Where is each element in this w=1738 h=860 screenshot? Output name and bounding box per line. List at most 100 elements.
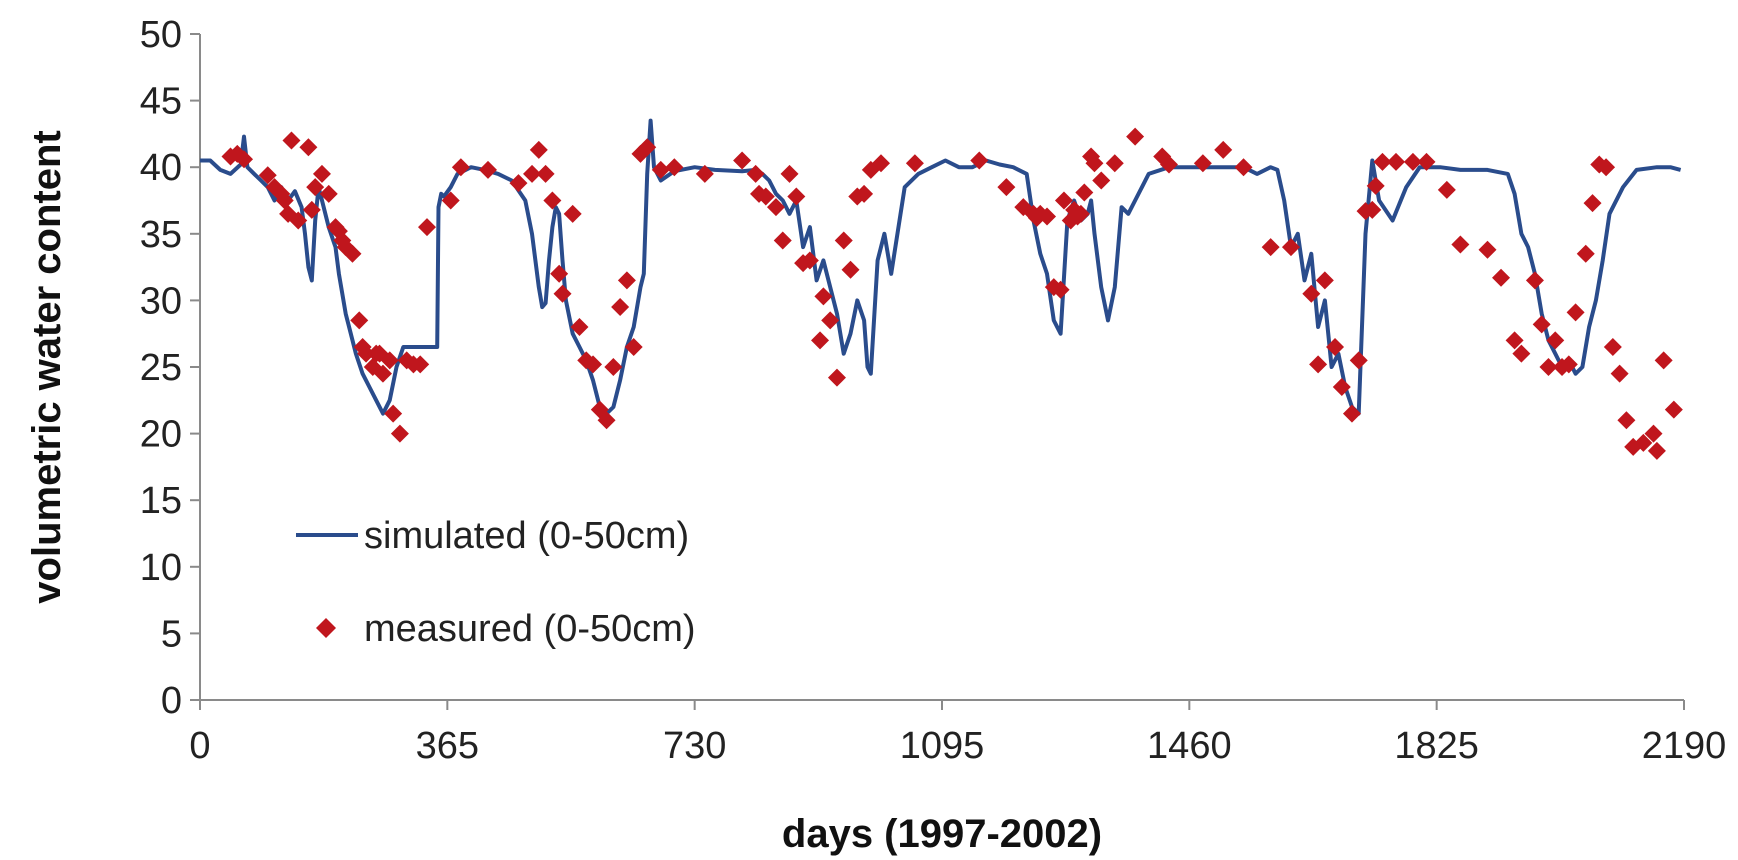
measured-point <box>1214 140 1233 159</box>
measured-series <box>221 127 1683 460</box>
measured-point <box>624 338 643 357</box>
measured-point <box>1617 411 1636 430</box>
axes-group: 0 5 10 15 20 25 30 35 40 45 50 0 365 730 1095 1460 1825 2… <box>140 14 1727 767</box>
measured-point <box>773 231 792 250</box>
measured-point <box>275 191 294 210</box>
measured-point <box>1654 351 1673 370</box>
measured-point <box>1539 358 1558 376</box>
measured-point <box>756 187 775 206</box>
measured-point <box>1373 152 1392 171</box>
measured-point <box>1417 152 1436 171</box>
measured-point <box>1664 400 1683 419</box>
y-tick-label: 25 <box>140 347 182 389</box>
measured-point <box>390 424 409 443</box>
measured-point <box>872 154 891 173</box>
measured-point <box>553 284 572 303</box>
measured-point <box>1126 127 1145 146</box>
measured-point <box>855 184 874 203</box>
measured-point <box>1505 331 1524 350</box>
measured-point <box>1583 194 1602 213</box>
measured-point <box>1085 154 1104 173</box>
measured-point <box>1332 377 1351 396</box>
measured-point <box>312 164 331 183</box>
measured-point <box>841 260 860 279</box>
measured-point <box>1634 433 1653 452</box>
legend-measured-label: measured (0-50cm) <box>364 608 696 650</box>
measured-point <box>814 287 833 306</box>
y-tick-label: 15 <box>140 480 182 522</box>
measured-point <box>811 331 830 350</box>
measured-point <box>1610 364 1629 383</box>
measured-point <box>570 318 589 337</box>
measured-point <box>384 404 403 423</box>
measured-point <box>563 204 582 223</box>
measured-point <box>258 166 277 185</box>
measured-point <box>1342 404 1361 423</box>
measured-point <box>289 211 308 230</box>
y-tick-label: 20 <box>140 414 182 456</box>
measured-point <box>1261 238 1280 257</box>
measured-point <box>235 150 254 169</box>
measured-point <box>905 154 924 173</box>
measured-point <box>380 351 399 370</box>
measured-point <box>529 140 548 159</box>
measured-point <box>1644 424 1663 443</box>
measured-point <box>1566 303 1585 322</box>
measured-point <box>1092 171 1111 190</box>
measured-point <box>665 158 684 177</box>
measured-point <box>1387 152 1406 171</box>
measured-point <box>638 138 657 157</box>
measured-point <box>651 160 670 179</box>
measured-point <box>597 411 616 430</box>
x-tick-label: 365 <box>416 725 479 767</box>
measured-point <box>1302 284 1321 303</box>
measured-point <box>550 264 569 283</box>
y-tick-label: 45 <box>140 81 182 123</box>
y-tick-label: 50 <box>140 14 182 56</box>
measured-point <box>800 251 819 270</box>
x-tick-label: 1825 <box>1394 725 1479 767</box>
measured-point <box>373 364 392 383</box>
x-tick-label: 1095 <box>900 725 985 767</box>
measured-point <box>1559 355 1578 374</box>
y-tick-label: 40 <box>140 147 182 189</box>
measured-point <box>1160 155 1179 174</box>
y-tick-label: 35 <box>140 214 182 256</box>
measured-point <box>1363 200 1382 219</box>
measured-point <box>1326 338 1345 357</box>
measured-point <box>509 174 528 193</box>
measured-point <box>536 164 555 183</box>
measured-point <box>1492 268 1511 287</box>
measured-point <box>343 244 362 263</box>
simulated-line <box>200 118 1682 416</box>
measured-point <box>780 164 799 183</box>
y-tick-label: 5 <box>161 613 182 655</box>
measured-point <box>282 131 301 150</box>
measured-point <box>1546 331 1565 350</box>
y-tick-label: 10 <box>140 547 182 589</box>
measured-point <box>1525 271 1544 290</box>
legend-measured-swatch <box>316 618 336 638</box>
measured-point <box>733 151 752 170</box>
measured-point <box>1038 207 1057 226</box>
measured-point <box>1532 315 1551 334</box>
measured-point <box>1366 176 1385 195</box>
measured-point <box>441 191 460 210</box>
measured-point <box>411 355 430 374</box>
measured-point <box>299 138 318 157</box>
measured-point <box>746 164 765 183</box>
measured-point <box>478 160 497 179</box>
measured-point <box>1234 158 1253 177</box>
measured-point <box>302 200 321 219</box>
measured-point <box>418 218 437 237</box>
measured-point <box>319 184 338 203</box>
x-tick-label: 0 <box>189 725 210 767</box>
measured-point <box>543 191 562 210</box>
measured-point <box>1281 238 1300 257</box>
measured-point <box>970 151 989 170</box>
measured-point <box>1647 441 1666 460</box>
measured-point <box>1071 204 1090 223</box>
measured-point <box>1193 154 1212 173</box>
